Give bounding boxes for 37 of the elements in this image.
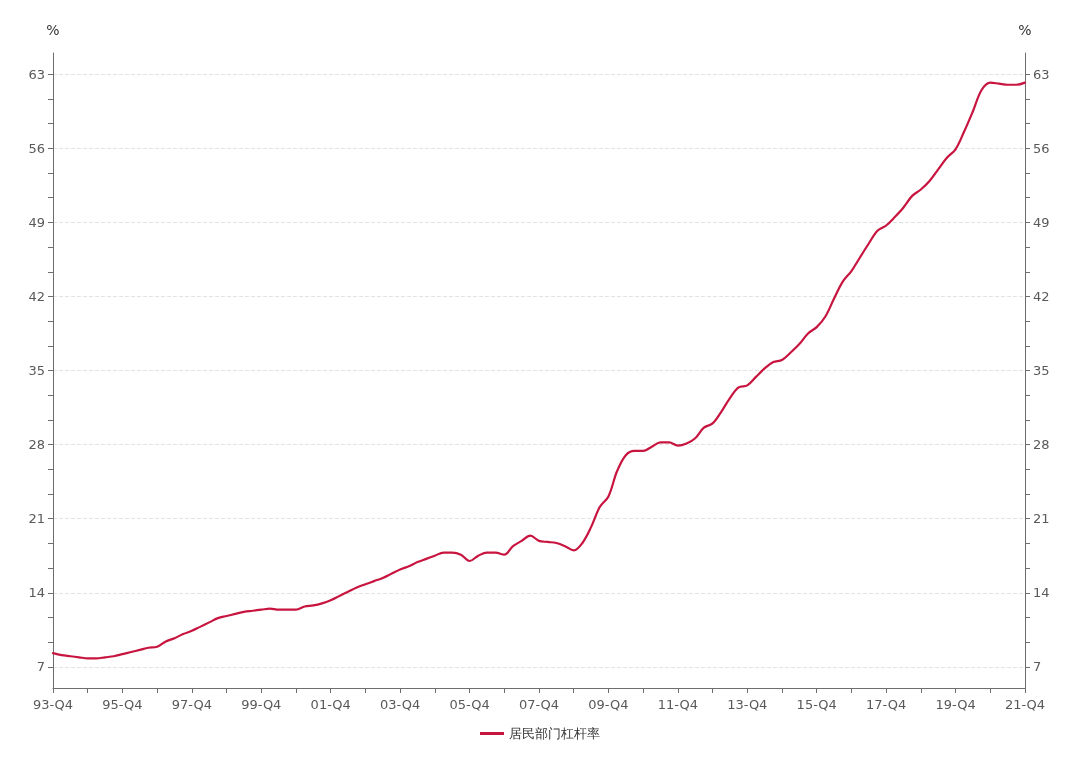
x-tick-label: 21-Q4 xyxy=(1004,697,1046,712)
x-tick-label: 01-Q4 xyxy=(310,697,351,712)
x-tick-label: 95-Q4 xyxy=(102,697,143,712)
y-tick-label: 42 xyxy=(28,288,45,304)
x-tick-label: 15-Q4 xyxy=(796,697,837,712)
x-tick-label: 17-Q4 xyxy=(866,697,907,712)
y2-tick-label: 56 xyxy=(1033,140,1050,156)
y2-axis-title: % xyxy=(1018,22,1032,38)
y2-tick-label: 63 xyxy=(1033,66,1050,82)
line-series xyxy=(51,81,1027,660)
legend-label: 居民部门杠杆率 xyxy=(509,726,600,741)
x-tick-label: 11-Q4 xyxy=(657,697,698,712)
y2-tick-label: 7 xyxy=(1033,659,1042,675)
y2-tick-label: 49 xyxy=(1033,214,1050,230)
x-tick-label: 07-Q4 xyxy=(518,697,560,712)
y-tick-label: 49 xyxy=(28,214,45,230)
y-tick-label: 63 xyxy=(28,66,45,82)
x-tick-label: 05-Q4 xyxy=(449,697,490,712)
y-tick-label: 35 xyxy=(28,363,45,378)
y2-tick-label: 21 xyxy=(1033,511,1050,527)
y-tick-label: 21 xyxy=(28,511,45,527)
y-tick-label: 7 xyxy=(36,659,45,675)
x-tick-label: 99-Q4 xyxy=(241,697,282,712)
x-tick-label: 97-Q4 xyxy=(171,697,212,712)
y-tick-label: 28 xyxy=(28,437,45,453)
x-tick-label: 13-Q4 xyxy=(727,697,768,712)
y-axis-title: % xyxy=(46,22,60,38)
y2-tick-label: 14 xyxy=(1033,585,1050,601)
y2-tick-label: 28 xyxy=(1033,437,1050,453)
y-tick-label: 14 xyxy=(28,585,45,601)
x-tick-label: 93-Q4 xyxy=(32,697,74,712)
x-tick-label: 19-Q4 xyxy=(935,697,976,712)
x-tick-label: 03-Q4 xyxy=(380,697,421,712)
y2-tick-label: 35 xyxy=(1033,363,1050,378)
y-tick-label: 56 xyxy=(28,140,45,156)
y2-tick-label: 42 xyxy=(1033,288,1050,304)
x-tick-label: 09-Q4 xyxy=(588,697,629,712)
